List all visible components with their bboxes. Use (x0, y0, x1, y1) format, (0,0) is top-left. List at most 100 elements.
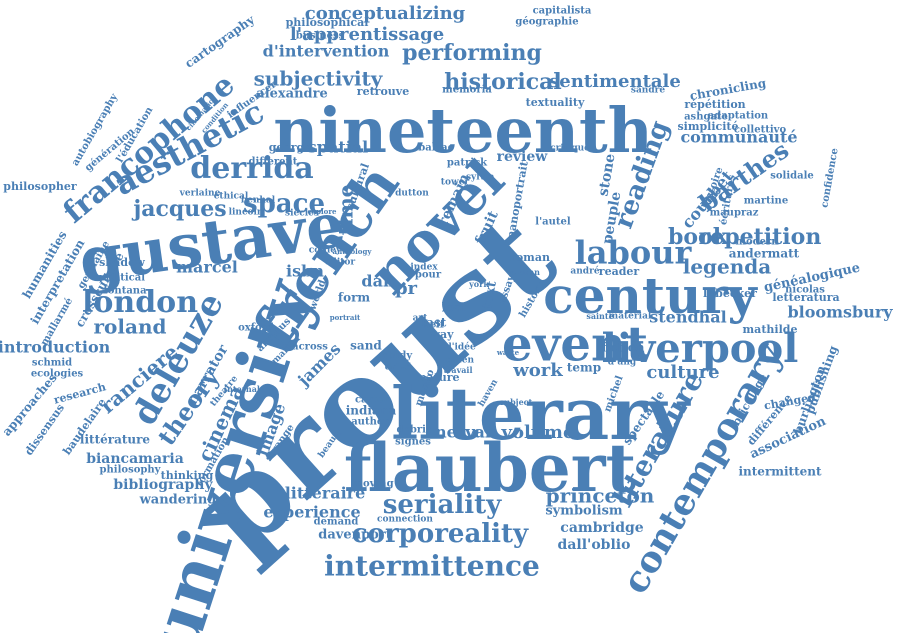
word-170: art (413, 314, 429, 324)
word-144: signes (395, 437, 431, 448)
word-16: derrida (190, 151, 314, 186)
word-36: d'intervention (263, 42, 390, 61)
word-123: explore (308, 207, 338, 216)
word-162: dan (361, 272, 395, 291)
word-41: introduction (0, 338, 111, 357)
word-198: l'idée (448, 342, 476, 353)
word-66: davenport (318, 528, 391, 543)
word-196: travail (443, 365, 472, 375)
word-13: london (82, 285, 198, 320)
word-70: biancamaria (86, 451, 184, 467)
word-131: oxford (238, 323, 274, 334)
word-145: nature (419, 371, 460, 384)
word-110: temp (567, 361, 601, 375)
word-89: collettivo (734, 125, 787, 136)
word-125: tower (441, 178, 470, 188)
word-156: dried (385, 363, 412, 373)
word-195: gefen (446, 356, 475, 366)
word-22: intermittence (324, 550, 540, 583)
word-188: conn (518, 267, 540, 277)
word-35: conceptualizing (305, 3, 466, 24)
word-179: business (296, 31, 345, 42)
word-29: legenda (683, 255, 772, 279)
word-33: sentimentale (549, 71, 681, 92)
word-28: repetition (699, 224, 822, 250)
word-42: culture (646, 362, 719, 383)
word-94: martine (744, 196, 788, 207)
word-142: connection (377, 515, 433, 525)
word-5: nineteenth (273, 94, 652, 167)
word-133: ecologies (31, 369, 84, 380)
word-161: form (338, 291, 370, 305)
word-185: ashgate (684, 112, 728, 123)
word-96: andermatt (729, 247, 800, 261)
word-205: anthology (333, 247, 373, 256)
word-71: cartography (182, 12, 258, 71)
word-174: editor (325, 258, 356, 268)
word-44: volume (501, 422, 575, 443)
word-186: sandre (631, 86, 665, 96)
word-154: sand (350, 339, 382, 353)
word-117: different (249, 157, 298, 168)
word-176: capitalista (533, 6, 592, 17)
word-140: moving (352, 479, 393, 490)
word-190: maupraz (710, 208, 759, 219)
word-81: alexandre (256, 87, 327, 102)
word-147: author (351, 417, 389, 428)
word-97: lübecker (703, 287, 757, 300)
word-2: literary (391, 371, 691, 456)
word-69: littéraire (285, 484, 366, 503)
word-167: roman (510, 251, 550, 264)
word-136: wandering (139, 493, 217, 508)
word-31: subjectivity (254, 67, 384, 91)
word-88: simplicité (677, 120, 738, 133)
word-155: study (382, 351, 414, 362)
word-113: patrick (447, 158, 488, 169)
word-197: subject (500, 397, 533, 407)
word-119: ethical (214, 192, 249, 202)
word-122: siècles (285, 208, 319, 219)
word-187: critique (550, 144, 590, 154)
word-59: isbn (286, 262, 324, 281)
word-19: jacques (131, 196, 226, 222)
word-148: indiana (346, 404, 397, 418)
word-100: mathilde (743, 323, 798, 336)
word-159: way (430, 328, 455, 341)
word-114: sylvie (466, 173, 494, 183)
word-84: textuality (526, 96, 585, 109)
word-34: l'apprentissage (290, 24, 444, 45)
word-120: benhal (241, 196, 276, 206)
word-116: george (269, 141, 312, 154)
word-48: bibliography (113, 477, 213, 493)
word-50: bloomsbury (787, 303, 893, 322)
word-46: princeton (546, 484, 655, 508)
word-146: carter (355, 395, 390, 406)
word-18: time (334, 185, 358, 236)
word-158: lost (442, 301, 467, 315)
word-135: philosophy (100, 465, 162, 476)
word-64: cambridge (560, 520, 643, 536)
word-21: corporeality (352, 519, 529, 549)
word-166: l'autel (535, 217, 571, 228)
word-121: lincoln (229, 208, 264, 218)
word-65: dall'oblio (558, 537, 631, 553)
word-58: marcel (176, 258, 238, 277)
word-178: philosophical (286, 16, 369, 29)
word-192: andré (570, 266, 599, 277)
word-124: dutton (395, 189, 429, 199)
word-193: material (609, 312, 652, 322)
word-118: verlaine (179, 189, 221, 199)
word-82: retrouve (357, 85, 409, 98)
word-49: stendhal (649, 308, 726, 327)
word-160: self (424, 320, 445, 331)
word-204: portrait (330, 313, 361, 322)
word-67: symbolism (545, 504, 623, 519)
word-141: demand (314, 517, 359, 528)
word-194: sainte (586, 311, 613, 321)
word-111: review (497, 149, 549, 165)
word-199: d'ung (608, 358, 637, 368)
word-98: nicolas (785, 285, 825, 296)
word-151: across (292, 342, 328, 353)
word-164: text (480, 280, 500, 310)
